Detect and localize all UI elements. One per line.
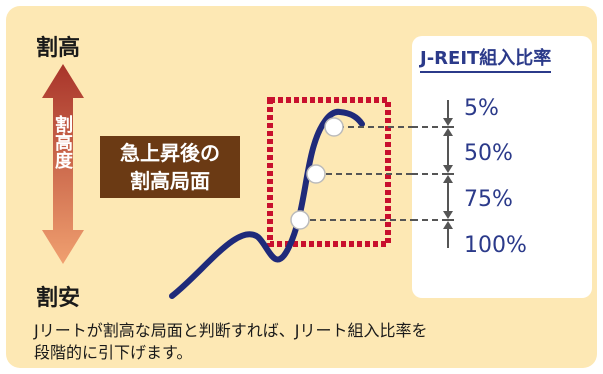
ratio-level-4: 100% (464, 233, 527, 258)
ratio-panel (412, 36, 592, 298)
phase-line-1: 急上昇後の (120, 141, 220, 165)
step-point-3 (290, 210, 310, 230)
scale-arrowhead-3 (443, 211, 453, 219)
scale-arrowhead-2 (443, 165, 453, 173)
valuation-arrow (42, 64, 84, 264)
ratio-level-1: 5% (464, 96, 499, 121)
caption-line-1: Jリートが割高な局面と判断すれば、Jリート組入比率を (34, 321, 428, 340)
label-undervalued: 割安 (36, 286, 81, 311)
scale-arrowhead-1 (443, 118, 453, 126)
ratio-title: J-REIT組入比率 (420, 44, 552, 73)
ratio-level-2: 50% (464, 141, 513, 166)
caption-line-2: 段階的に引下げます。 (34, 343, 193, 362)
label-overvalued: 割高 (36, 36, 81, 61)
step-point-1 (324, 117, 344, 137)
caption: Jリートが割高な局面と判断すれば、Jリート組入比率を 段階的に引下げます。 (34, 320, 594, 364)
step-point-2 (306, 164, 326, 184)
phase-line-2: 割高局面 (130, 169, 210, 193)
label-valuation-degree: 割高度 (52, 115, 73, 169)
overvalued-highlight-box (267, 97, 391, 247)
ratio-level-3: 75% (464, 187, 513, 212)
overvalued-phase-box: 急上昇後の 割高局面 (100, 136, 240, 198)
